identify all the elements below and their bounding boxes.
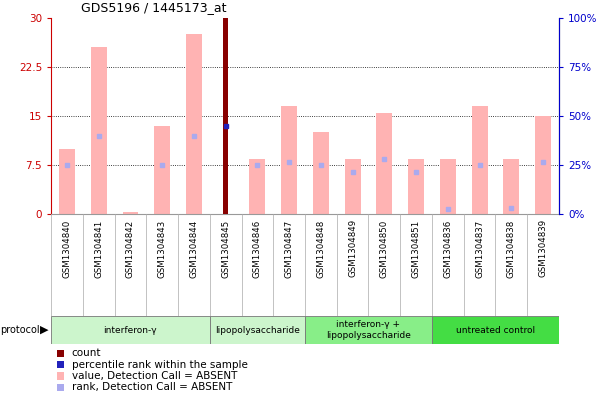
Text: GDS5196 / 1445173_at: GDS5196 / 1445173_at bbox=[81, 1, 227, 14]
Bar bbox=[186, 34, 202, 214]
Bar bbox=[432, 316, 559, 344]
Bar bbox=[535, 116, 551, 214]
Bar bbox=[154, 126, 170, 214]
Bar bbox=[210, 316, 305, 344]
Text: ▶: ▶ bbox=[40, 325, 49, 335]
Text: GSM1304847: GSM1304847 bbox=[285, 219, 294, 277]
Bar bbox=[440, 158, 456, 214]
Bar bbox=[223, 18, 228, 214]
Bar bbox=[345, 158, 361, 214]
Text: GSM1304843: GSM1304843 bbox=[157, 219, 166, 277]
Text: GSM1304839: GSM1304839 bbox=[538, 219, 548, 277]
Text: GSM1304842: GSM1304842 bbox=[126, 219, 135, 277]
Bar bbox=[504, 158, 519, 214]
Text: percentile rank within the sample: percentile rank within the sample bbox=[72, 360, 248, 370]
Bar bbox=[123, 211, 138, 214]
Text: GSM1304850: GSM1304850 bbox=[380, 219, 389, 277]
Text: protocol: protocol bbox=[1, 325, 40, 335]
Text: GSM1304841: GSM1304841 bbox=[94, 219, 103, 277]
Text: GSM1304851: GSM1304851 bbox=[412, 219, 421, 277]
Text: interferon-γ: interferon-γ bbox=[103, 326, 157, 334]
Bar bbox=[472, 106, 487, 214]
Bar bbox=[313, 132, 329, 214]
Bar bbox=[51, 316, 210, 344]
Text: value, Detection Call = ABSENT: value, Detection Call = ABSENT bbox=[72, 371, 237, 381]
Text: GSM1304846: GSM1304846 bbox=[253, 219, 262, 277]
Bar bbox=[59, 149, 75, 214]
Text: GSM1304836: GSM1304836 bbox=[444, 219, 453, 277]
Text: interferon-γ +
lipopolysaccharide: interferon-γ + lipopolysaccharide bbox=[326, 320, 411, 340]
Bar bbox=[305, 316, 432, 344]
Text: GSM1304845: GSM1304845 bbox=[221, 219, 230, 277]
Bar bbox=[91, 47, 106, 214]
Text: GSM1304840: GSM1304840 bbox=[63, 219, 72, 277]
Text: rank, Detection Call = ABSENT: rank, Detection Call = ABSENT bbox=[72, 382, 232, 393]
Bar bbox=[281, 106, 297, 214]
Text: GSM1304837: GSM1304837 bbox=[475, 219, 484, 277]
Bar bbox=[408, 158, 424, 214]
Text: lipopolysaccharide: lipopolysaccharide bbox=[215, 326, 300, 334]
Text: GSM1304848: GSM1304848 bbox=[316, 219, 325, 277]
Text: GSM1304849: GSM1304849 bbox=[348, 219, 357, 277]
Text: GSM1304844: GSM1304844 bbox=[189, 219, 198, 277]
Text: GSM1304838: GSM1304838 bbox=[507, 219, 516, 277]
Text: count: count bbox=[72, 348, 101, 358]
Text: untreated control: untreated control bbox=[456, 326, 535, 334]
Bar bbox=[249, 158, 265, 214]
Bar bbox=[376, 113, 392, 214]
